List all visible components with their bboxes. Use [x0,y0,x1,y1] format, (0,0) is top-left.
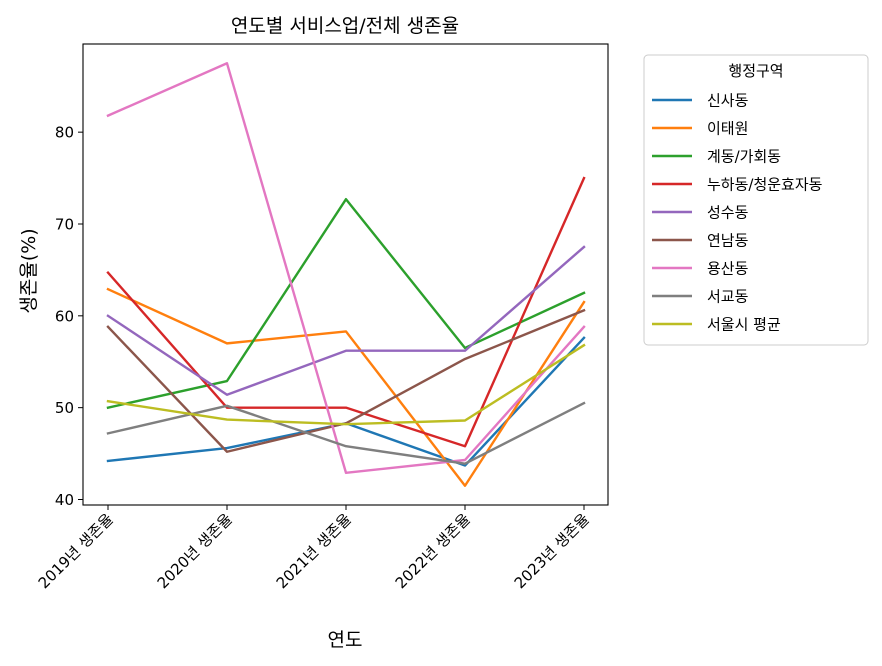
plot-area [83,44,608,505]
x-tick-label: 2020년 생존율 [154,510,236,592]
y-tick-label: 80 [55,124,74,142]
legend-label-3: 누하동/청운효자동 [707,176,823,194]
legend-label-8: 서울시 평균 [707,316,781,334]
legend-label-1: 이태원 [707,120,748,138]
legend-title: 행정구역 [728,62,783,80]
y-tick-label: 60 [55,307,74,325]
legend-label-5: 연남동 [707,232,749,250]
legend-label-4: 성수동 [707,204,749,222]
y-axis-title: 생존율(%) [18,228,40,313]
series-line-6 [106,62,586,475]
y-tick-label: 40 [55,491,74,509]
x-tick-label: 2023년 생존율 [511,510,593,592]
series-line-8 [106,343,586,426]
legend-label-7: 서교동 [707,288,749,306]
legend-label-6: 용산동 [707,260,749,278]
legend-box [643,54,869,346]
series-line-2 [106,197,586,410]
x-tick-label: 2019년 생존율 [35,510,117,592]
chart-title: 연도별 서비스업/전체 생존율 [231,15,459,37]
series-line-1 [106,287,586,487]
series-layer [106,62,586,487]
x-tick-label: 2022년 생존율 [392,510,474,592]
series-line-7 [106,401,586,465]
y-tick-label: 50 [55,399,74,417]
series-line-4 [106,245,586,396]
plot-background [83,44,608,505]
legend: 행정구역신사동이태원계동/가회동누하동/청운효자동성수동연남동용산동서교동서울시… [643,54,869,346]
series-line-3 [106,176,586,448]
x-axis-title: 연도 [328,629,363,651]
y-tick-label: 70 [55,215,74,233]
x-tick-label: 2021년 생존율 [273,510,355,592]
legend-label-0: 신사동 [707,92,749,110]
legend-label-2: 계동/가회동 [707,148,781,166]
